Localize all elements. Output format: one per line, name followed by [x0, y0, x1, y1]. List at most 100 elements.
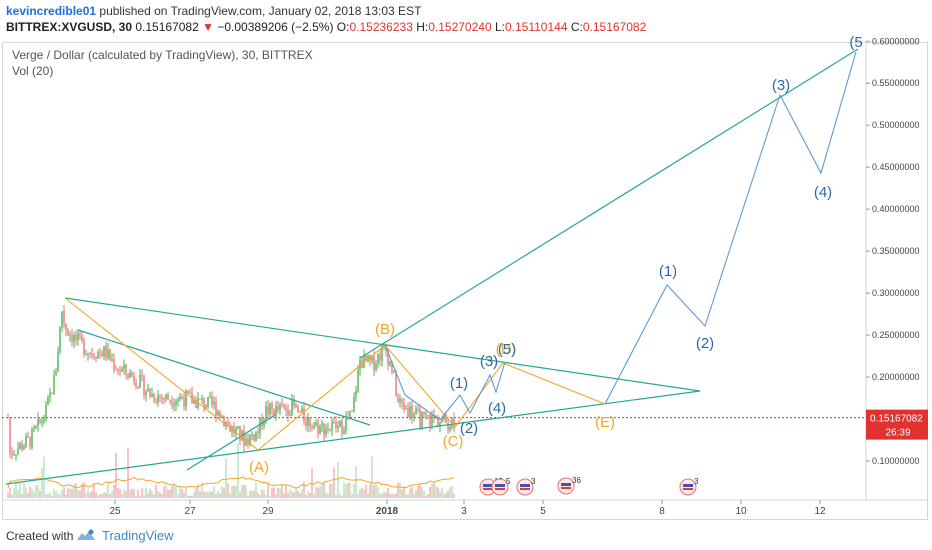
author-link[interactable]: kevincredible01	[6, 4, 97, 18]
volume-bar	[213, 486, 215, 498]
candle-body	[277, 406, 279, 411]
candle-body	[421, 412, 423, 428]
volume-bar	[29, 486, 31, 498]
candle-body	[49, 392, 51, 397]
candle-body	[297, 405, 299, 412]
volume-bar	[127, 447, 129, 498]
candle-body	[217, 411, 219, 416]
volume-bar	[109, 494, 111, 498]
candle-body	[21, 443, 23, 450]
candle-body	[279, 404, 281, 411]
candle-body	[437, 416, 439, 427]
volume-bar	[245, 485, 247, 498]
volume-bar	[399, 482, 401, 498]
candle-body	[175, 401, 177, 406]
small-impulse-path	[439, 361, 506, 421]
candle-body	[295, 405, 297, 407]
volume-bar	[223, 487, 225, 498]
candle-body	[165, 394, 167, 400]
candle-body	[409, 406, 411, 417]
volume-bar	[369, 484, 371, 498]
flag-stripe	[561, 487, 571, 489]
candle-body	[29, 436, 31, 447]
candle-body	[59, 326, 61, 352]
candle-body	[331, 422, 333, 430]
volume-bar	[83, 482, 85, 498]
volume-bar	[437, 487, 439, 498]
candle-body	[207, 396, 209, 407]
volume-bar	[75, 483, 77, 498]
volume-bar	[115, 452, 117, 498]
candle-body	[163, 398, 165, 400]
candle-body	[257, 431, 259, 434]
candle-body	[43, 418, 45, 422]
volume-bar	[219, 493, 221, 498]
candle-body	[139, 374, 141, 388]
volume-bar	[315, 486, 317, 498]
volume-bar	[405, 494, 407, 498]
candle-body	[83, 340, 85, 355]
candle-body	[103, 345, 105, 357]
candle-body	[9, 417, 11, 453]
candle-body	[289, 415, 291, 417]
volume-bar	[287, 493, 289, 498]
current-price-label: 0.15167082	[870, 414, 923, 425]
volume-bar	[445, 493, 447, 498]
candle-body	[55, 371, 57, 376]
volume-bar	[163, 486, 165, 498]
candle-body	[221, 416, 223, 418]
candle-body	[161, 397, 163, 399]
volume-bar	[255, 482, 257, 498]
created-with-text: Created with	[6, 529, 74, 543]
candle-body	[445, 414, 447, 424]
volume-bar	[301, 489, 303, 498]
volume-bar	[403, 486, 405, 498]
candle-body	[225, 421, 227, 427]
volume-bar	[333, 467, 335, 498]
candle-body	[147, 388, 149, 392]
candle-body	[169, 399, 171, 402]
volume-bar	[65, 494, 67, 498]
candle-body	[327, 428, 329, 430]
candle-body	[405, 408, 407, 410]
candle-body	[357, 369, 359, 392]
candle-body	[219, 411, 221, 418]
volume-bar	[167, 489, 169, 498]
volume-bar	[205, 491, 207, 498]
down-arrow-icon: ▼	[202, 20, 215, 34]
candle-body	[299, 411, 301, 413]
drawings	[5, 48, 859, 485]
tradingview-link[interactable]: TradingView	[102, 528, 174, 543]
candle-body	[105, 345, 107, 358]
candle-body	[313, 425, 315, 429]
flag-stripe	[495, 484, 505, 487]
candle-body	[447, 423, 449, 431]
candle-body	[377, 354, 379, 364]
volume-bar	[323, 483, 325, 498]
candle-body	[391, 361, 393, 373]
volume-bar	[357, 493, 359, 498]
volume-bar	[69, 488, 71, 498]
volume-bar	[289, 489, 291, 498]
volume-bar	[429, 486, 431, 498]
y-tick-label: 0.50000000	[872, 120, 920, 130]
flag-stripe	[483, 488, 493, 490]
candle-body	[245, 438, 247, 446]
candle-body	[41, 421, 43, 423]
candle-body	[145, 391, 147, 396]
x-tick-label: 12	[814, 506, 826, 517]
candle-body	[71, 335, 73, 342]
open-value: 0.15236233	[349, 20, 413, 34]
candle-body	[319, 425, 321, 434]
chart-frame[interactable]	[2, 42, 928, 520]
candle-body	[101, 352, 103, 357]
volume-bar	[419, 484, 421, 498]
volume-bar	[91, 490, 93, 498]
wave-label-blue: (2)	[696, 335, 714, 352]
candle-body	[339, 420, 341, 427]
abcde-wave-path	[64, 297, 606, 451]
wave-label-blue: (1)	[450, 375, 468, 392]
wave-label-orange: (E)	[595, 414, 615, 431]
candle-body	[249, 434, 251, 445]
